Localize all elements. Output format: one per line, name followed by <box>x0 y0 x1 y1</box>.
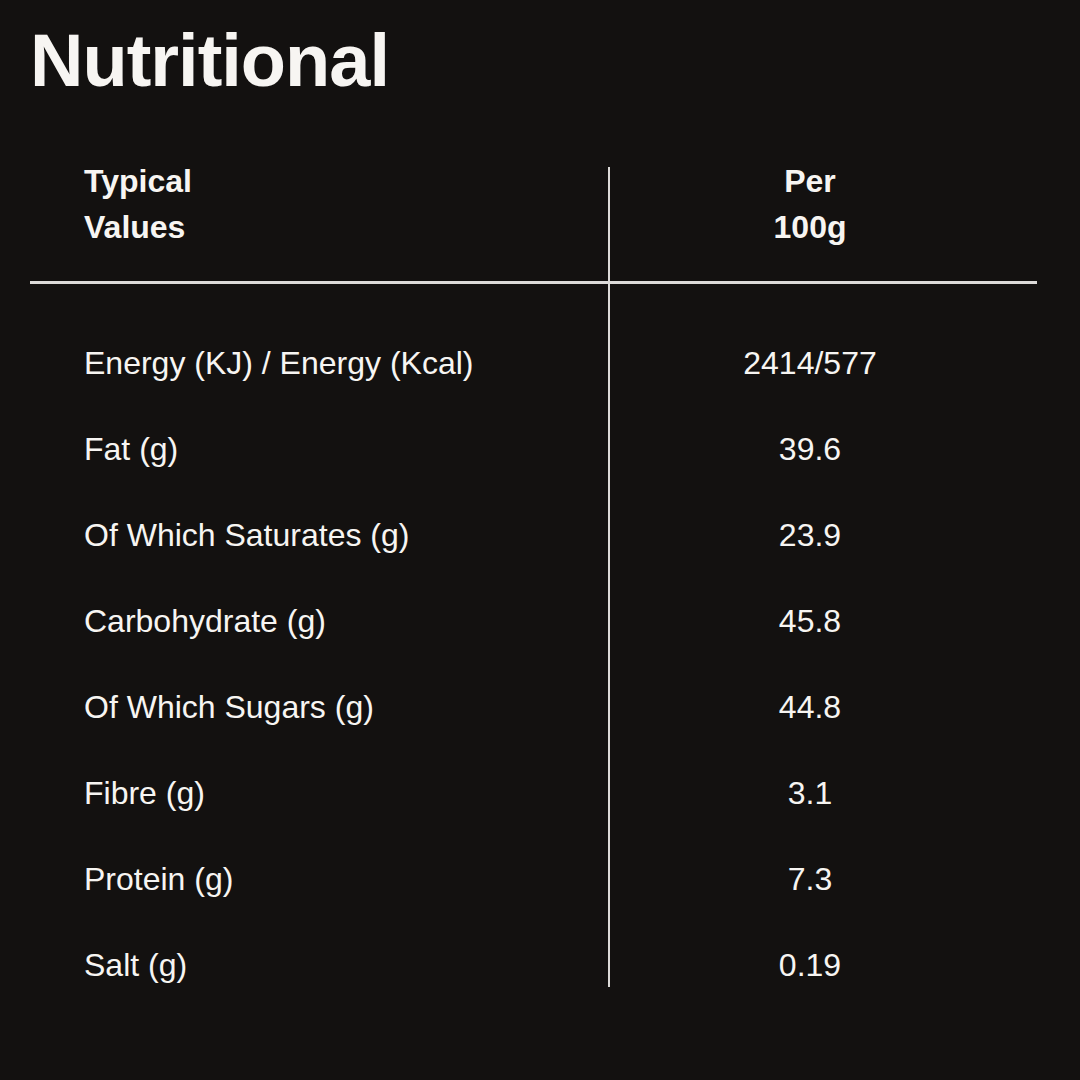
row-label: Fat (g) <box>30 431 609 468</box>
row-value: 7.3 <box>609 861 1037 898</box>
table-row-energy: Energy (KJ) / Energy (Kcal) 2414/577 <box>30 320 1037 406</box>
table-row-fibre: Fibre (g) 3.1 <box>30 750 1037 836</box>
row-label: Of Which Sugars (g) <box>30 689 609 726</box>
row-label: Fibre (g) <box>30 775 609 812</box>
row-value: 3.1 <box>609 775 1037 812</box>
row-label: Salt (g) <box>30 947 609 984</box>
table-body: Energy (KJ) / Energy (Kcal) 2414/577 Fat… <box>30 320 1037 1008</box>
table-row-saturates: Of Which Saturates (g) 23.9 <box>30 492 1037 578</box>
table-row-fat: Fat (g) 39.6 <box>30 406 1037 492</box>
column-header-typical-values: Typical Values <box>30 158 609 251</box>
row-label: Energy (KJ) / Energy (Kcal) <box>30 345 609 382</box>
row-label: Carbohydrate (g) <box>30 603 609 640</box>
header-divider-line <box>30 281 1037 284</box>
table-row-protein: Protein (g) 7.3 <box>30 836 1037 922</box>
table-header: Typical Values Per 100g <box>30 158 1037 251</box>
table-row-carbohydrate: Carbohydrate (g) 45.8 <box>30 578 1037 664</box>
row-value: 39.6 <box>609 431 1037 468</box>
row-label: Protein (g) <box>30 861 609 898</box>
row-value: 23.9 <box>609 517 1037 554</box>
row-value: 45.8 <box>609 603 1037 640</box>
table-row-salt: Salt (g) 0.19 <box>30 922 1037 1008</box>
row-value: 44.8 <box>609 689 1037 726</box>
table-row-sugars: Of Which Sugars (g) 44.8 <box>30 664 1037 750</box>
row-value: 0.19 <box>609 947 1037 984</box>
row-value: 2414/577 <box>609 345 1037 382</box>
nutrition-label: Nutritional Typical Values Per 100g Ener… <box>0 0 1080 1080</box>
page-title: Nutritional <box>30 22 389 100</box>
column-header-per-100g: Per 100g <box>609 158 1037 251</box>
row-label: Of Which Saturates (g) <box>30 517 609 554</box>
